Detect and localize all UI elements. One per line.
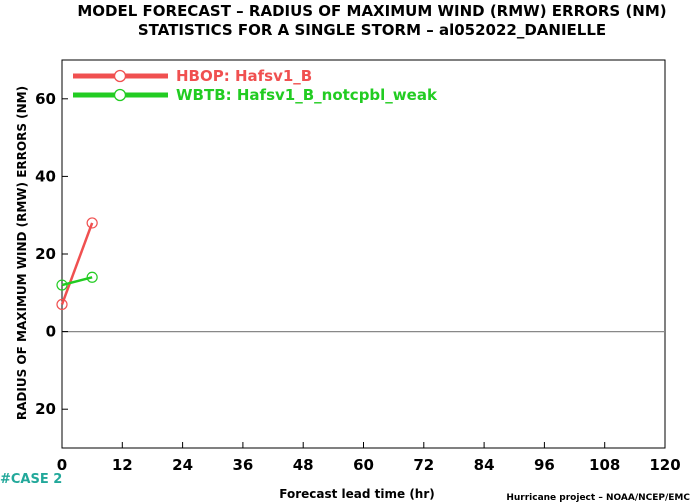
x-tick-label-48: 48 [293,456,314,474]
series-line-0 [60,222,94,305]
x-tick-label-12: 12 [112,456,133,474]
x-axis-label: Forecast lead time (hr) [279,487,435,501]
legend-marker-1 [113,88,127,102]
y-tick-label-1: 0 [46,323,56,341]
y-tick-label-3: 40 [35,167,56,185]
chart-title-line1: MODEL FORECAST – RADIUS OF MAXIMUM WIND … [77,2,666,20]
plot-frame [61,59,666,449]
legend-marker-0 [113,69,127,83]
x-tick-label-96: 96 [534,456,555,474]
case-label: #CASE 2 [0,472,62,487]
series-1-point-0 [56,279,68,291]
x-tick-label-120: 120 [649,456,680,474]
x-tick-label-72: 72 [413,456,434,474]
plot-area: 0 12 24 36 48 60 72 84 96 108 120 20 0 20 40 60 HBOP: Ha… [35,59,681,474]
legend-label-1: WBTB: Hafsv1_B_notcpbl_weak [176,86,438,104]
x-tick-label-24: 24 [172,456,193,474]
x-tick-label-84: 84 [474,456,495,474]
series-0-point-1 [86,217,98,229]
y-axis-label: RADIUS OF MAXIMUM WIND (RMW) ERRORS (NM) [15,86,29,420]
y-tick-label-0: 20 [35,400,56,418]
series-1-point-1 [86,271,98,283]
y-tick-label-4: 60 [35,90,56,108]
legend-label-0: HBOP: Hafsv1_B [176,67,312,85]
chart-title-line2: STATISTICS FOR A SINGLE STORM – al052022… [138,21,606,39]
y-tick-label-2: 20 [35,245,56,263]
x-tick-label-36: 36 [232,456,253,474]
series-0-point-0 [56,298,68,311]
x-tick-label-60: 60 [353,456,374,474]
x-tick-label-108: 108 [589,456,620,474]
x-tick-label-0: 0 [57,456,67,474]
credit-text: Hurricane project – NOAA/NCEP/EMC [506,493,690,503]
